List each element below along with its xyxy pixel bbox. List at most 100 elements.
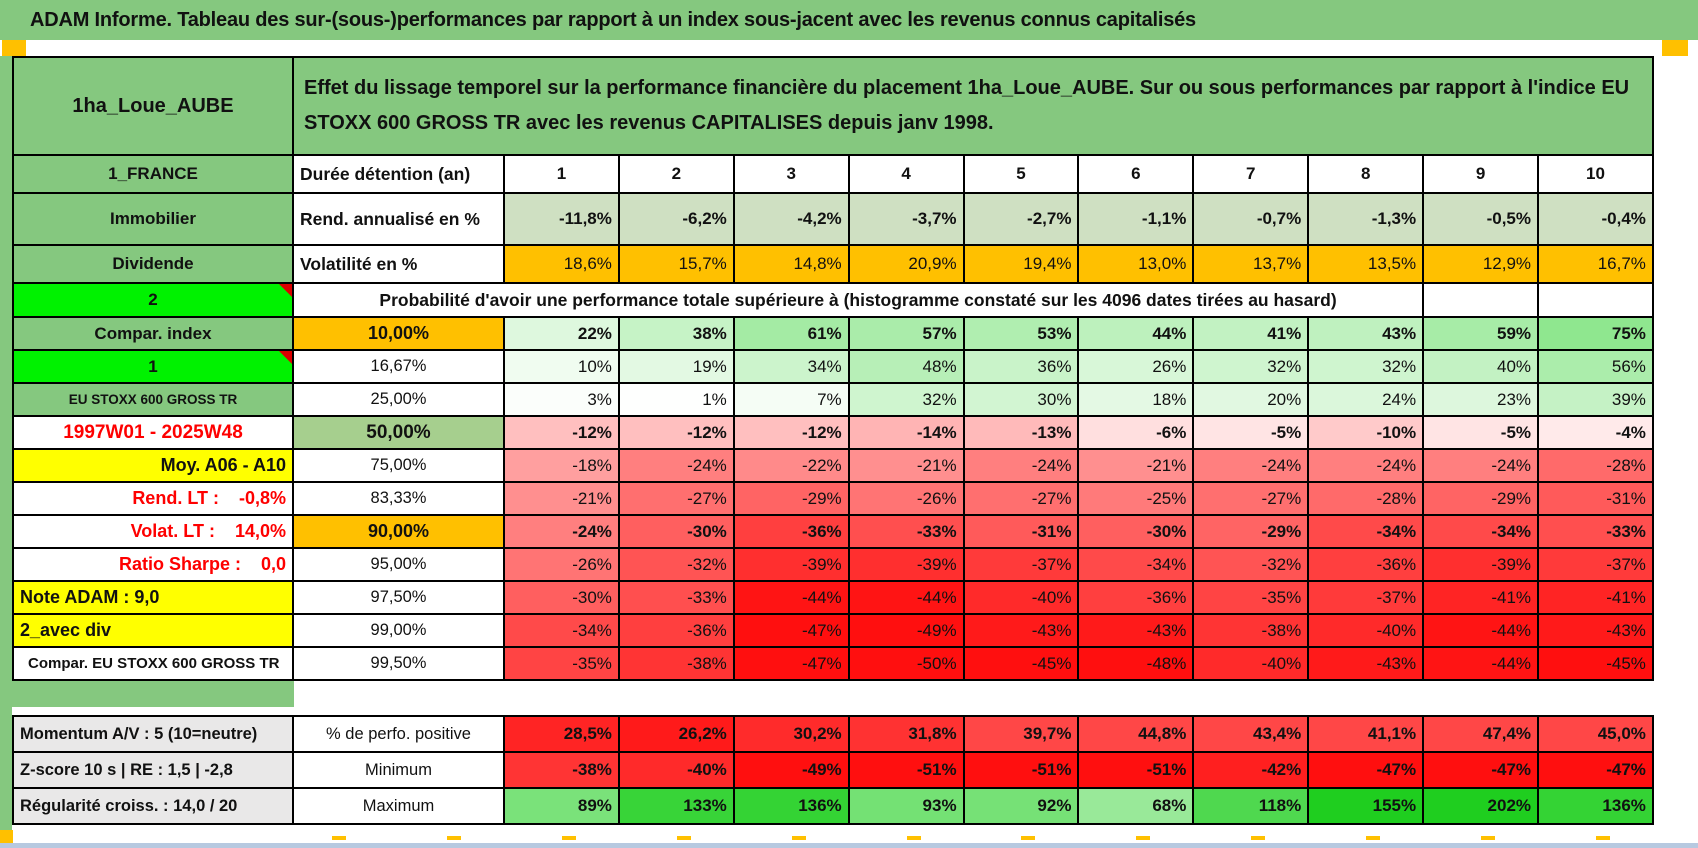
data-cell[interactable]: 20% (1192, 382, 1310, 417)
metric-label-cell[interactable]: 16,67% (292, 349, 505, 384)
data-cell[interactable]: 13,5% (1307, 244, 1425, 284)
data-cell[interactable]: -36% (1077, 580, 1195, 615)
data-cell[interactable]: -51% (962, 751, 1080, 789)
data-cell[interactable]: -21% (503, 481, 620, 516)
data-cell[interactable]: -51% (847, 751, 965, 789)
data-cell[interactable]: -33% (847, 514, 965, 549)
data-cell[interactable]: -29% (732, 481, 850, 516)
data-cell[interactable]: -45% (962, 646, 1080, 681)
data-cell[interactable]: 15,7% (617, 244, 735, 284)
data-cell[interactable]: 59% (1422, 316, 1540, 351)
product-name-cell[interactable]: 1ha_Loue_AUBE (12, 56, 294, 156)
data-cell[interactable]: -40% (617, 751, 735, 789)
data-cell[interactable]: -39% (732, 547, 850, 582)
data-cell[interactable]: -44% (847, 580, 965, 615)
data-cell[interactable]: -13% (962, 415, 1080, 450)
data-cell[interactable]: 57% (847, 316, 965, 351)
data-cell[interactable]: -48% (1077, 646, 1195, 681)
data-cell[interactable]: 5 (962, 154, 1080, 194)
data-cell[interactable]: 44,8% (1077, 715, 1195, 753)
data-cell[interactable]: 48% (847, 349, 965, 384)
data-cell[interactable]: 24% (1307, 382, 1425, 417)
row-label-cell[interactable]: Ratio Sharpe : 0,0 (12, 547, 294, 582)
data-cell[interactable]: -36% (1307, 547, 1425, 582)
data-cell[interactable]: -44% (1422, 646, 1540, 681)
data-cell[interactable]: 22% (503, 316, 620, 351)
data-cell[interactable]: 10 (1537, 154, 1654, 194)
data-cell[interactable]: -44% (1422, 613, 1540, 648)
data-cell[interactable]: 43,4% (1192, 715, 1310, 753)
row-label-cell[interactable]: 2 (12, 282, 294, 318)
data-cell[interactable]: 26% (1077, 349, 1195, 384)
data-cell[interactable]: -47% (1307, 751, 1425, 789)
data-cell[interactable]: -24% (962, 448, 1080, 483)
data-cell[interactable]: -2,7% (962, 192, 1080, 246)
data-cell[interactable]: 26,2% (617, 715, 735, 753)
data-cell[interactable]: -33% (1537, 514, 1654, 549)
data-cell[interactable]: -34% (1307, 514, 1425, 549)
data-cell[interactable]: 56% (1537, 349, 1654, 384)
merged-header-cell[interactable]: Probabilité d'avoir une performance tota… (291, 282, 1425, 318)
data-cell[interactable]: -39% (1422, 547, 1540, 582)
data-cell[interactable]: -41% (1537, 580, 1654, 615)
row-label-cell[interactable]: Compar. EU STOXX 600 GROSS TR (12, 646, 294, 681)
data-cell[interactable]: -0,5% (1422, 192, 1540, 246)
data-cell[interactable]: 18,6% (503, 244, 620, 284)
data-cell[interactable]: -1,3% (1307, 192, 1425, 246)
data-cell[interactable]: -49% (847, 613, 965, 648)
data-cell[interactable]: 1% (617, 382, 735, 417)
metric-label-cell[interactable]: 99,50% (292, 646, 505, 681)
data-cell[interactable]: 45,0% (1537, 715, 1654, 753)
data-cell[interactable]: 136% (1537, 787, 1654, 825)
row-label-cell[interactable]: Immobilier (12, 192, 294, 246)
data-cell[interactable]: 10% (503, 349, 620, 384)
data-cell[interactable]: -18% (503, 448, 620, 483)
data-cell[interactable]: -37% (962, 547, 1080, 582)
data-cell[interactable]: 1 (503, 154, 620, 194)
data-cell[interactable]: -32% (617, 547, 735, 582)
data-cell[interactable]: -0,4% (1537, 192, 1654, 246)
row-label-cell[interactable]: 1_FRANCE (12, 154, 294, 194)
data-cell[interactable]: 13,7% (1192, 244, 1310, 284)
data-cell[interactable]: -1,1% (1077, 192, 1195, 246)
data-cell[interactable]: -35% (1192, 580, 1310, 615)
data-cell[interactable]: -49% (732, 751, 850, 789)
data-cell[interactable]: -21% (1077, 448, 1195, 483)
data-cell[interactable]: 36% (962, 349, 1080, 384)
data-cell[interactable]: 39,7% (962, 715, 1080, 753)
data-cell[interactable]: -25% (1077, 481, 1195, 516)
data-cell[interactable]: -38% (503, 751, 620, 789)
data-cell[interactable]: 41% (1192, 316, 1310, 351)
data-cell[interactable]: -24% (1192, 448, 1310, 483)
metric-label-cell[interactable]: 90,00% (292, 514, 505, 549)
metric-label-cell[interactable]: 75,00% (292, 448, 505, 483)
data-cell[interactable]: 136% (732, 787, 850, 825)
data-cell[interactable]: 7% (732, 382, 850, 417)
row-label-cell[interactable]: Dividende (12, 244, 294, 284)
data-cell[interactable]: -30% (1077, 514, 1195, 549)
data-cell[interactable]: -51% (1077, 751, 1195, 789)
row-label-cell[interactable]: 2_avec div (12, 613, 294, 648)
data-cell[interactable]: -27% (1192, 481, 1310, 516)
data-cell[interactable]: 93% (847, 787, 965, 825)
row-label-cell[interactable]: Z-score 10 s | RE : 1,5 | -2,8 (12, 751, 294, 789)
data-cell[interactable]: 202% (1422, 787, 1540, 825)
row-label-cell[interactable]: Rend. LT : -0,8% (12, 481, 294, 516)
data-cell[interactable]: -6,2% (617, 192, 735, 246)
data-cell[interactable]: 89% (503, 787, 620, 825)
data-cell[interactable]: -45% (1537, 646, 1654, 681)
data-cell[interactable]: 39% (1537, 382, 1654, 417)
data-cell[interactable]: 13,0% (1077, 244, 1195, 284)
data-cell[interactable]: -4,2% (732, 192, 850, 246)
data-cell[interactable]: 19,4% (962, 244, 1080, 284)
data-cell[interactable]: -34% (1422, 514, 1540, 549)
data-cell[interactable]: -24% (503, 514, 620, 549)
data-cell[interactable]: -34% (1077, 547, 1195, 582)
data-cell[interactable]: -47% (732, 613, 850, 648)
data-cell[interactable]: 133% (617, 787, 735, 825)
row-label-cell[interactable]: Moy. A06 - A10 (12, 448, 294, 483)
data-cell[interactable]: 75% (1537, 316, 1654, 351)
data-cell[interactable]: 28,5% (503, 715, 620, 753)
data-cell[interactable]: -31% (962, 514, 1080, 549)
data-cell[interactable]: -41% (1422, 580, 1540, 615)
